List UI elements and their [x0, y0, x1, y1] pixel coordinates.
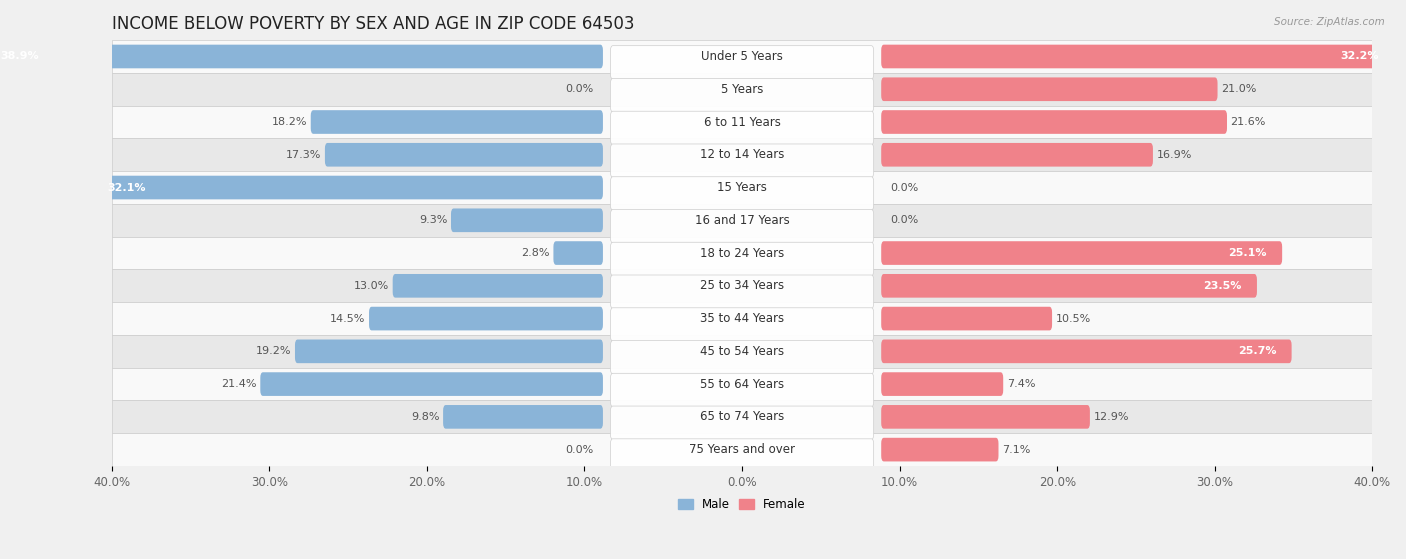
FancyBboxPatch shape: [451, 209, 603, 232]
FancyBboxPatch shape: [882, 143, 1153, 167]
Text: 7.4%: 7.4%: [1007, 379, 1035, 389]
Text: 12 to 14 Years: 12 to 14 Years: [700, 148, 785, 162]
Text: INCOME BELOW POVERTY BY SEX AND AGE IN ZIP CODE 64503: INCOME BELOW POVERTY BY SEX AND AGE IN Z…: [111, 15, 634, 33]
Legend: Male, Female: Male, Female: [673, 493, 810, 515]
Text: 0.0%: 0.0%: [565, 84, 593, 94]
Text: 65 to 74 Years: 65 to 74 Years: [700, 410, 785, 423]
Text: Under 5 Years: Under 5 Years: [702, 50, 783, 63]
FancyBboxPatch shape: [111, 40, 1372, 73]
Text: 45 to 54 Years: 45 to 54 Years: [700, 345, 785, 358]
Text: 35 to 44 Years: 35 to 44 Years: [700, 312, 785, 325]
Text: 38.9%: 38.9%: [0, 51, 38, 61]
FancyBboxPatch shape: [610, 439, 873, 472]
FancyBboxPatch shape: [610, 406, 873, 439]
FancyBboxPatch shape: [392, 274, 603, 297]
Text: 2.8%: 2.8%: [522, 248, 550, 258]
FancyBboxPatch shape: [610, 111, 873, 145]
Text: 32.1%: 32.1%: [107, 183, 145, 192]
FancyBboxPatch shape: [111, 335, 1372, 368]
Text: 6 to 11 Years: 6 to 11 Years: [703, 116, 780, 129]
Text: 18 to 24 Years: 18 to 24 Years: [700, 247, 785, 259]
FancyBboxPatch shape: [311, 110, 603, 134]
Text: 75 Years and over: 75 Years and over: [689, 443, 794, 456]
FancyBboxPatch shape: [882, 405, 1090, 429]
FancyBboxPatch shape: [610, 275, 873, 309]
FancyBboxPatch shape: [111, 368, 1372, 400]
FancyBboxPatch shape: [295, 339, 603, 363]
Text: 15 Years: 15 Years: [717, 181, 768, 194]
FancyBboxPatch shape: [111, 433, 1372, 466]
FancyBboxPatch shape: [111, 171, 1372, 204]
Text: 9.3%: 9.3%: [419, 215, 447, 225]
Text: 0.0%: 0.0%: [565, 444, 593, 454]
Text: 19.2%: 19.2%: [256, 347, 291, 356]
FancyBboxPatch shape: [882, 241, 1282, 265]
FancyBboxPatch shape: [610, 144, 873, 177]
FancyBboxPatch shape: [111, 204, 1372, 236]
FancyBboxPatch shape: [882, 372, 1004, 396]
FancyBboxPatch shape: [554, 241, 603, 265]
FancyBboxPatch shape: [882, 45, 1393, 68]
Text: 55 to 64 Years: 55 to 64 Years: [700, 377, 785, 391]
Text: 25 to 34 Years: 25 to 34 Years: [700, 280, 785, 292]
Text: 0.0%: 0.0%: [890, 183, 918, 192]
FancyBboxPatch shape: [260, 372, 603, 396]
Text: 18.2%: 18.2%: [271, 117, 307, 127]
Text: 21.0%: 21.0%: [1222, 84, 1257, 94]
FancyBboxPatch shape: [610, 210, 873, 243]
FancyBboxPatch shape: [111, 236, 1372, 269]
FancyBboxPatch shape: [610, 177, 873, 210]
Text: 17.3%: 17.3%: [285, 150, 322, 160]
FancyBboxPatch shape: [882, 110, 1227, 134]
FancyBboxPatch shape: [111, 139, 1372, 171]
Text: 25.1%: 25.1%: [1229, 248, 1267, 258]
FancyBboxPatch shape: [882, 438, 998, 461]
Text: 25.7%: 25.7%: [1237, 347, 1277, 356]
FancyBboxPatch shape: [111, 106, 1372, 139]
Text: 16 and 17 Years: 16 and 17 Years: [695, 214, 789, 227]
FancyBboxPatch shape: [111, 269, 1372, 302]
FancyBboxPatch shape: [882, 274, 1257, 297]
Text: 16.9%: 16.9%: [1157, 150, 1192, 160]
FancyBboxPatch shape: [610, 308, 873, 341]
FancyBboxPatch shape: [368, 307, 603, 330]
FancyBboxPatch shape: [610, 78, 873, 112]
Text: 12.9%: 12.9%: [1094, 412, 1129, 422]
Text: Source: ZipAtlas.com: Source: ZipAtlas.com: [1274, 17, 1385, 27]
FancyBboxPatch shape: [111, 73, 1372, 106]
FancyBboxPatch shape: [111, 400, 1372, 433]
Text: 5 Years: 5 Years: [721, 83, 763, 96]
Text: 10.5%: 10.5%: [1056, 314, 1091, 324]
Text: 7.1%: 7.1%: [1002, 444, 1031, 454]
Text: 13.0%: 13.0%: [354, 281, 389, 291]
FancyBboxPatch shape: [0, 45, 603, 68]
Text: 32.2%: 32.2%: [1340, 51, 1379, 61]
FancyBboxPatch shape: [610, 242, 873, 276]
FancyBboxPatch shape: [111, 302, 1372, 335]
FancyBboxPatch shape: [443, 405, 603, 429]
FancyBboxPatch shape: [610, 340, 873, 374]
FancyBboxPatch shape: [882, 307, 1052, 330]
FancyBboxPatch shape: [610, 373, 873, 407]
FancyBboxPatch shape: [325, 143, 603, 167]
Text: 21.4%: 21.4%: [221, 379, 257, 389]
FancyBboxPatch shape: [882, 339, 1292, 363]
Text: 21.6%: 21.6%: [1230, 117, 1265, 127]
FancyBboxPatch shape: [91, 176, 603, 200]
Text: 14.5%: 14.5%: [330, 314, 366, 324]
FancyBboxPatch shape: [882, 78, 1218, 101]
Text: 9.8%: 9.8%: [411, 412, 440, 422]
Text: 0.0%: 0.0%: [890, 215, 918, 225]
FancyBboxPatch shape: [610, 46, 873, 79]
Text: 23.5%: 23.5%: [1204, 281, 1241, 291]
